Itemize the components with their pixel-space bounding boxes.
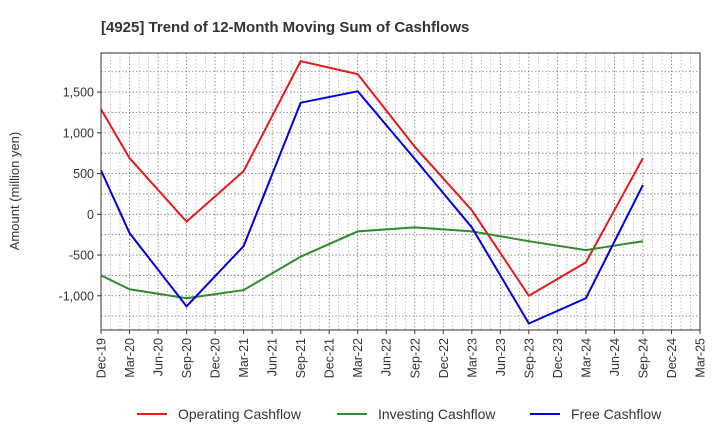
y-tick-label: -1,000 (59, 289, 94, 303)
x-tick-label: Mar-21 (237, 338, 251, 378)
y-tick-label: 500 (73, 167, 94, 181)
x-tick-label: Mar-24 (579, 338, 593, 378)
x-tick-label: Jun-23 (494, 338, 508, 376)
x-tick-label: Dec-24 (665, 338, 679, 378)
legend-label-operating-cashflow: Operating Cashflow (178, 406, 302, 422)
series-line-operating-cashflow (100, 60, 644, 298)
x-tick-label: Mar-25 (694, 338, 708, 378)
grid (100, 53, 701, 330)
y-axis: -1,000 -500 0 500 1,000 1,500 (59, 86, 101, 303)
x-tick-label: Dec-20 (209, 338, 223, 378)
x-tick-label: Dec-23 (551, 338, 565, 378)
x-tick-label: Sep-21 (294, 338, 308, 378)
y-tick-label: 1,000 (63, 126, 94, 140)
y-tick-label: 1,500 (63, 86, 94, 100)
x-tick-label: Sep-20 (180, 338, 194, 378)
legend-label-free-cashflow: Free Cashflow (571, 406, 662, 422)
x-tick-label: Jun-20 (152, 338, 166, 376)
x-axis: Dec-19 Mar-20 Jun-20 Sep-20 Dec-20 Mar-21 Jun-… (95, 330, 708, 378)
y-axis-label: Amount (million yen) (7, 132, 22, 251)
x-tick-label: Mar-22 (351, 338, 365, 378)
y-tick-label: 0 (87, 208, 94, 222)
series-line-free-cashflow (100, 90, 644, 325)
x-tick-label: Jun-22 (380, 338, 394, 376)
x-tick-label: Mar-20 (123, 338, 137, 378)
x-tick-label: Dec-19 (95, 338, 109, 378)
x-tick-label: Jun-21 (266, 338, 280, 376)
series-line-investing-cashflow (100, 226, 644, 300)
x-tick-label: Jun-24 (608, 338, 622, 376)
y-tick-label: -500 (69, 249, 94, 263)
x-tick-label: Sep-22 (408, 338, 422, 378)
plot-frame (100, 52, 701, 331)
x-tick-label: Sep-23 (522, 338, 536, 378)
x-tick-label: Sep-24 (636, 338, 650, 378)
x-tick-label: Mar-23 (465, 338, 479, 378)
legend: Operating Cashflow Investing Cashflow Free… (137, 406, 662, 422)
chart-title: [4925] Trend of 12-Month Moving Sum of C… (101, 19, 469, 36)
legend-label-investing-cashflow: Investing Cashflow (378, 406, 496, 422)
x-tick-label: Dec-21 (323, 338, 337, 378)
series-group (100, 60, 644, 325)
x-tick-label: Dec-22 (437, 338, 451, 378)
